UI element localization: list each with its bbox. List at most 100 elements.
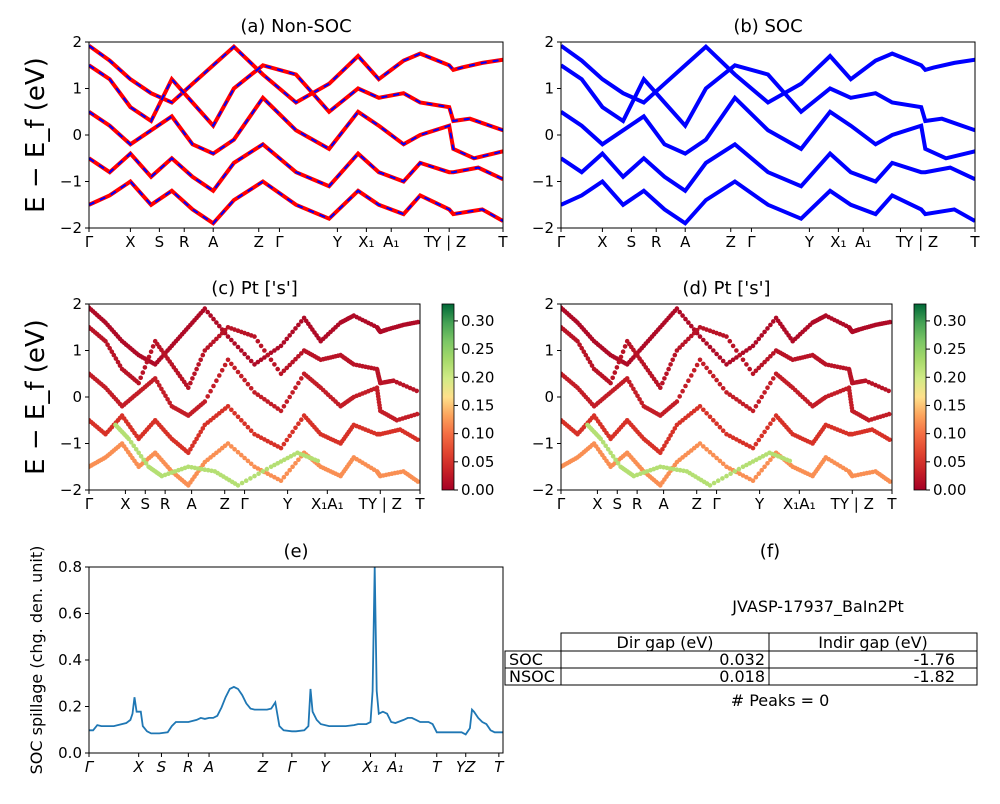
band-series-group: [89, 43, 503, 226]
scatter-point: [686, 378, 691, 384]
x-tick-label: Γ: [557, 233, 566, 251]
scatter-point: [694, 327, 700, 333]
scatter-point: [415, 319, 420, 325]
dir-gap-value: 0.032: [719, 650, 765, 669]
scatter-point: [689, 323, 694, 329]
plot-frame: [560, 41, 976, 229]
x-tick-label: X₁A₁: [783, 495, 816, 513]
colorbar-tick-label: 0.10: [461, 425, 494, 443]
scatter-point: [724, 362, 729, 367]
scatter-point: [128, 440, 134, 445]
scatter-point: [711, 480, 717, 486]
scatter-point: [107, 345, 112, 351]
scatter-point: [714, 351, 719, 357]
chart-title: (c) Pt ['s']: [211, 278, 298, 299]
scatter-point: [691, 368, 697, 373]
scatter-point: [666, 436, 671, 442]
material-id: JVASP-17937_BaIn2Pt: [731, 597, 903, 617]
x-tick-label: T: [895, 233, 906, 251]
scatter-point: [711, 348, 716, 353]
scatter-point: [278, 478, 284, 484]
scatter-point: [670, 357, 675, 363]
plot-area: [89, 42, 503, 228]
scatter-point: [637, 397, 642, 402]
scatter-point: [205, 345, 210, 350]
colorbar-tick-label: 0.20: [461, 368, 494, 386]
x-tick-label: Γ: [240, 495, 249, 513]
scatter-point: [217, 323, 222, 329]
scatter-point: [598, 436, 603, 442]
plot-area: [89, 567, 503, 753]
scatter-point: [262, 355, 267, 360]
scatter-point: [765, 326, 770, 331]
scatter-point: [229, 444, 234, 449]
row-label: NSOC: [509, 667, 555, 686]
scatter-point: [759, 433, 764, 439]
scatter-point: [658, 385, 663, 391]
x-tick-label: A: [208, 233, 219, 251]
scatter-point: [608, 380, 613, 386]
scatter-point: [217, 373, 222, 378]
scatter-point: [765, 461, 770, 466]
scatter-point: [727, 392, 733, 398]
scatter-point: [765, 385, 770, 391]
x-tick-label: Γ: [712, 495, 721, 513]
scatter-point: [136, 450, 141, 456]
y-tick-label: −2: [532, 219, 554, 237]
chart-title: (b) SOC: [733, 16, 802, 37]
scatter-point: [759, 362, 764, 368]
scatter-point: [136, 380, 141, 386]
scatter-point: [750, 445, 756, 451]
scatter-point: [192, 371, 197, 377]
y-tick-label: 2: [544, 295, 554, 313]
x-tick-label: A₁: [855, 233, 871, 251]
colorbar: [441, 303, 455, 491]
scatter-point: [677, 345, 682, 350]
scatter-point: [711, 418, 716, 423]
scatter-point: [281, 474, 287, 480]
band-line-dash-4: [89, 180, 503, 225]
scatter-point: [192, 440, 197, 445]
scatter-point: [666, 366, 671, 372]
scatter-point: [660, 380, 665, 386]
scatter-point: [242, 377, 247, 383]
y-axis-label: E − E_f (eV): [21, 319, 51, 475]
scatter-point: [740, 350, 746, 356]
scatter-point: [707, 414, 713, 420]
scatter-point: [211, 316, 216, 322]
scatter-point: [229, 407, 234, 413]
scatter-point: [674, 306, 680, 311]
scatter-point: [750, 343, 756, 349]
x-tick-label: A₁: [383, 233, 399, 251]
scatter-point: [670, 429, 675, 435]
scatter-point: [689, 333, 694, 339]
scatter-point: [756, 437, 762, 443]
scatter-point: [414, 411, 420, 417]
scatter-point: [245, 458, 251, 464]
x-tick-label: R: [160, 495, 170, 513]
scatter-point: [219, 368, 225, 373]
scatter-point: [152, 376, 158, 381]
scatter-point: [759, 394, 764, 400]
scatter-point: [762, 359, 767, 365]
scatter-point: [235, 483, 241, 488]
y-tick-label: −2: [60, 219, 82, 237]
scatter-point: [701, 444, 706, 449]
y-tick-label: 0.4: [58, 651, 82, 669]
x-tick-label: Γ: [275, 233, 284, 251]
scatter-point: [239, 348, 244, 353]
scatter-point: [697, 404, 703, 409]
scatter-point: [202, 306, 208, 311]
scatter-point: [704, 341, 709, 346]
panel-f-table: (f) JVASP-17937_BaIn2Pt Dir gap (eV) Indir …: [504, 541, 978, 710]
band-line-2: [561, 94, 975, 161]
scatter-point: [707, 449, 713, 455]
scatter-point: [196, 362, 201, 367]
peaks-label: # Peaks = 0: [731, 691, 830, 710]
scatter-point: [202, 399, 208, 404]
x-tick-label: S: [613, 495, 623, 513]
x-tick-label: Y | Z: [903, 233, 938, 251]
row-label: SOC: [509, 650, 543, 669]
x-tick-label: X: [592, 495, 602, 513]
